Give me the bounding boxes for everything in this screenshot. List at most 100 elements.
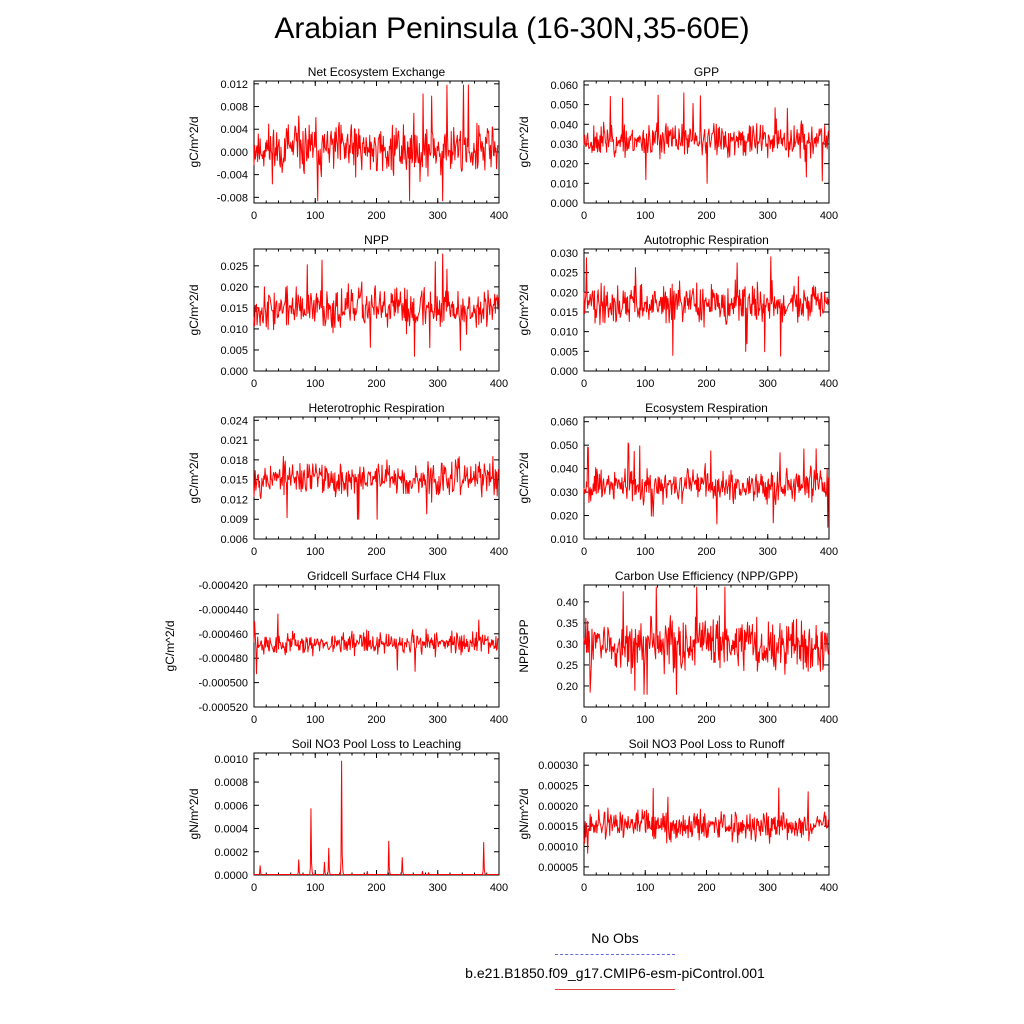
x-tick-label: 100	[636, 378, 654, 390]
panel-title: Ecosystem Respiration	[645, 401, 768, 415]
x-tick-label: 0	[581, 378, 587, 390]
y-tick-label: 0.000	[550, 198, 578, 210]
x-tick-label: 200	[697, 714, 715, 726]
x-tick-label: 0	[251, 546, 257, 558]
x-tick-label: 300	[429, 714, 447, 726]
y-tick-label: -0.000460	[198, 629, 248, 641]
y-tick-label: 0.018	[220, 455, 248, 467]
legend-label-model: b.e21.B1850.f09_g17.CMIP6-esm-piControl.…	[465, 965, 765, 981]
x-tick-label: 0	[581, 210, 587, 222]
x-tick-label: 200	[367, 546, 385, 558]
y-axis-label: gC/m^2/d	[517, 117, 531, 168]
x-tick-label: 100	[306, 210, 324, 222]
x-tick-label: 300	[759, 546, 777, 558]
x-tick-label: 400	[820, 378, 838, 390]
y-tick-label: 0.040	[550, 119, 578, 131]
y-tick-label: 0.30	[557, 639, 578, 651]
y-tick-label: 0.0000	[214, 870, 248, 882]
y-tick-label: 0.000	[550, 366, 578, 378]
x-tick-label: 0	[581, 714, 587, 726]
y-axis-label: gC/m^2/d	[517, 453, 531, 504]
panel-title: Carbon Use Efficiency (NPP/GPP)	[615, 569, 798, 583]
panel-8: Carbon Use Efficiency (NPP/GPP) NPP/GPP 0 1…	[517, 569, 838, 726]
series-line	[253, 84, 499, 202]
y-tick-label: 0.021	[220, 435, 248, 447]
y-tick-label: 0.012	[220, 79, 248, 91]
y-tick-label: 0.020	[550, 159, 578, 171]
series-line	[583, 787, 829, 854]
y-tick-label: 0.024	[220, 415, 248, 427]
series-line	[583, 256, 829, 357]
series-line	[583, 92, 829, 184]
panel-9: Soil NO3 Pool Loss to Leaching gN/m^2/d 0 1…	[187, 737, 508, 894]
panel-7: Gridcell Surface CH4 Flux gC/m^2/d 0 100 200…	[163, 569, 508, 726]
series-line	[253, 253, 499, 357]
x-tick-label: 300	[759, 378, 777, 390]
y-tick-label: 0.25	[557, 660, 578, 672]
y-tick-label: 0.030	[550, 248, 578, 260]
x-tick-label: 0	[581, 546, 587, 558]
x-tick-label: 200	[697, 882, 715, 894]
y-tick-label: 0.00015	[538, 821, 578, 833]
y-tick-label: 0.040	[550, 464, 578, 476]
y-tick-label: 0.00010	[538, 842, 578, 854]
y-axis-label: gC/m^2/d	[187, 285, 201, 336]
y-axis-label: NPP/GPP	[517, 619, 531, 672]
x-tick-label: 0	[251, 210, 257, 222]
y-tick-label: 0.004	[220, 124, 248, 136]
x-tick-label: 100	[306, 714, 324, 726]
y-tick-label: 0.00030	[538, 760, 578, 772]
panel-title: GPP	[694, 65, 719, 79]
y-tick-label: 0.0006	[214, 800, 248, 812]
x-tick-label: 0	[581, 882, 587, 894]
panel-3: NPP gC/m^2/d 0 100 200 300 400 0.000 0.005 0.010 0…	[187, 233, 508, 390]
x-tick-label: 200	[697, 378, 715, 390]
x-tick-label: 300	[759, 210, 777, 222]
plot-frame	[253, 752, 500, 876]
y-tick-label: 0.006	[220, 534, 248, 546]
x-tick-label: 100	[636, 882, 654, 894]
y-tick-label: 0.00025	[538, 781, 578, 793]
y-tick-label: 0.005	[220, 345, 248, 357]
x-tick-label: 300	[429, 378, 447, 390]
y-tick-label: 0.020	[550, 511, 578, 523]
panel-6: Ecosystem Respiration gC/m^2/d 0 100 200 300 4…	[517, 401, 838, 558]
y-tick-label: 0.010	[550, 178, 578, 190]
x-tick-label: 100	[636, 714, 654, 726]
y-tick-label: 0.00005	[538, 862, 578, 874]
y-axis-label: gC/m^2/d	[517, 285, 531, 336]
panel-title: Gridcell Surface CH4 Flux	[307, 569, 446, 583]
panel-5: Heterotrophic Respiration gC/m^2/d 0 100 200…	[187, 401, 508, 558]
y-tick-label: 0.050	[550, 100, 578, 112]
x-tick-label: 200	[697, 546, 715, 558]
y-axis-label: gC/m^2/d	[187, 453, 201, 504]
x-tick-label: 400	[820, 882, 838, 894]
y-tick-label: 0.000	[220, 147, 248, 159]
panel-title: Autotrophic Respiration	[644, 233, 769, 247]
x-tick-label: 200	[367, 714, 385, 726]
y-tick-label: 0.0010	[214, 754, 248, 766]
y-tick-label: -0.000420	[198, 580, 248, 592]
x-tick-label: 100	[306, 882, 324, 894]
panel-title: Soil NO3 Pool Loss to Leaching	[292, 737, 461, 751]
panel-1: Net Ecosystem Exchange gC/m^2/d 0 100 200 300…	[187, 65, 508, 222]
x-tick-label: 300	[429, 210, 447, 222]
panel-title: Net Ecosystem Exchange	[308, 65, 446, 79]
series-line	[583, 586, 829, 695]
series-line	[254, 760, 499, 876]
x-tick-label: 200	[367, 210, 385, 222]
y-tick-label: 0.020	[220, 282, 248, 294]
x-tick-label: 400	[490, 378, 508, 390]
y-tick-label: 0.20	[557, 681, 578, 693]
y-tick-label: 0.010	[550, 534, 578, 546]
panel-10: Soil NO3 Pool Loss to Runoff gN/m^2/d 0 100…	[517, 737, 838, 894]
y-tick-label: 0.050	[550, 440, 578, 452]
y-tick-label: 0.015	[220, 303, 248, 315]
y-tick-label: 0.020	[550, 287, 578, 299]
legend: No Obs b.e21.B1850.f09_g17.CMIP6-esm-piC…	[440, 928, 790, 998]
y-axis-label: gN/m^2/d	[517, 789, 531, 840]
y-tick-label: -0.008	[217, 192, 248, 204]
x-tick-label: 400	[490, 714, 508, 726]
x-tick-label: 100	[306, 546, 324, 558]
